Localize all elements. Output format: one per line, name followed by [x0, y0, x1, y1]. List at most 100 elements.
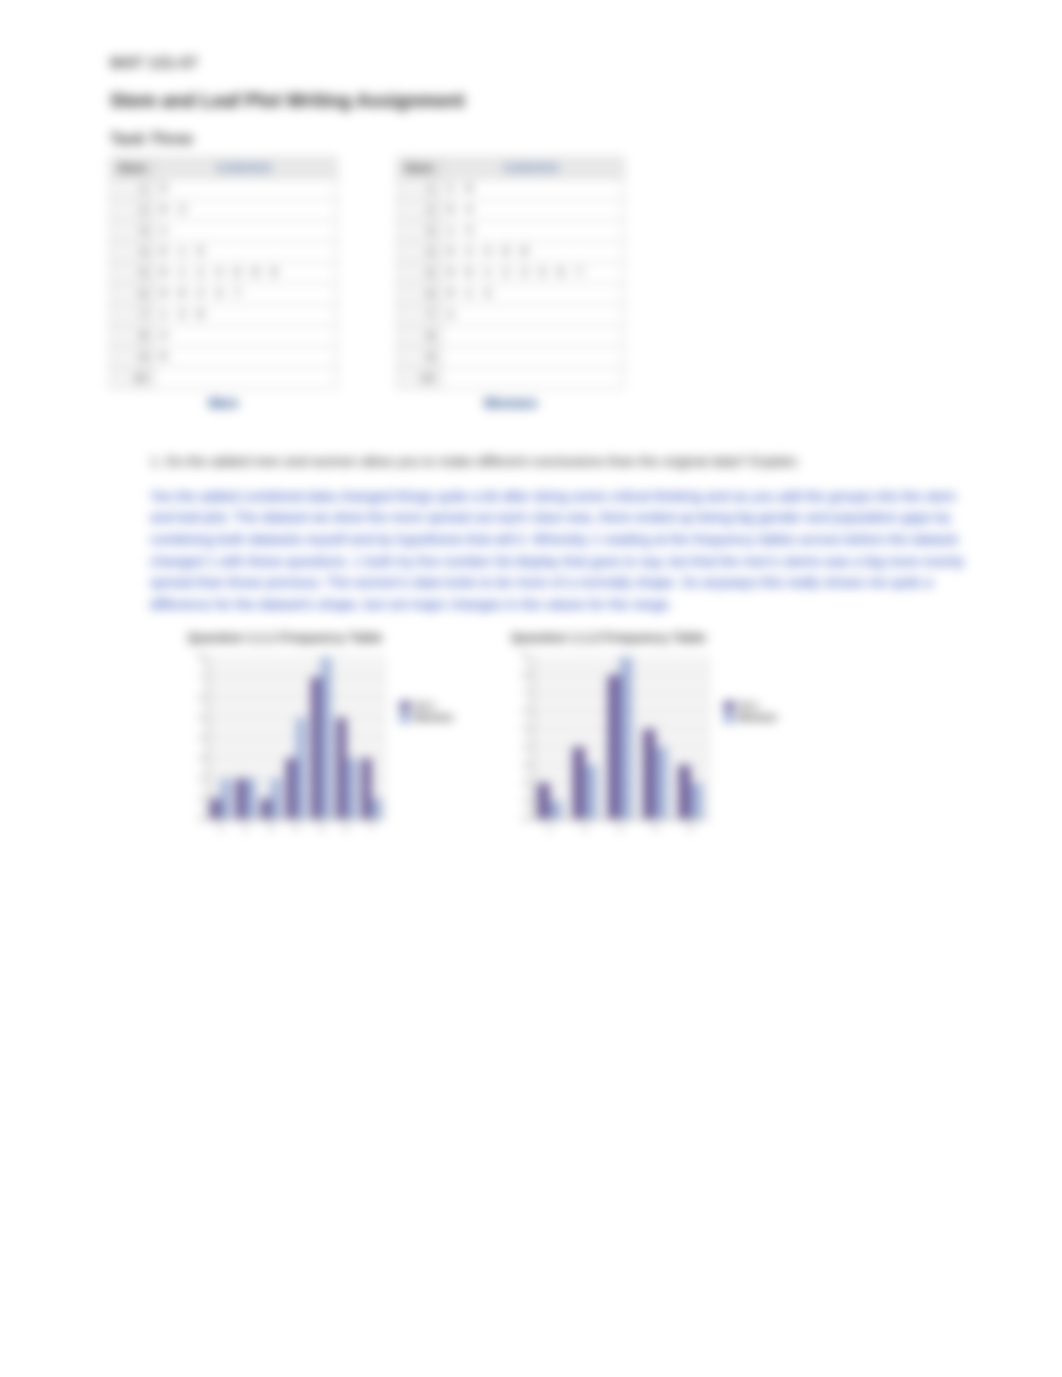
stem-cell: 9	[398, 347, 441, 368]
leaf-cell: 0	[154, 347, 337, 368]
stem-cell: 6	[398, 284, 441, 305]
svg-text:4: 4	[199, 733, 204, 743]
stemleaf-men: Stem Leaves 1520 33140 1 550 1 2 3 6 8 9…	[110, 157, 337, 412]
answer-1: Yes the added combined data changed thin…	[150, 486, 972, 616]
leaf-cell: 5	[154, 179, 337, 200]
table-row: 84	[111, 326, 337, 347]
svg-text:9: 9	[523, 652, 528, 662]
men-caption: Men	[110, 395, 337, 412]
svg-text:0: 0	[523, 814, 528, 824]
table-row: 60 0 2 4 7	[111, 284, 337, 305]
chart-left: 0123456781234567	[180, 651, 390, 841]
svg-text:2: 2	[582, 823, 587, 833]
stemleaf-women: Stem Leaves 12 820 431 340 2 4 6 850 0 1…	[397, 157, 624, 412]
col-leaves-header: Leaves	[154, 158, 337, 179]
leaf-cell: 2	[441, 305, 624, 326]
legend-men: Men	[414, 700, 435, 712]
chart-left-block: Question 1.1.1 Frequency Table 0 1 2 3 4 5 6 7 8…	[180, 630, 454, 846]
assignment-title: Stem and Leaf Plot Writing Assignment	[110, 91, 972, 113]
table-row: 15	[111, 179, 337, 200]
chart-right-title: Question 1.1.2 Frequency Table	[504, 630, 714, 645]
col-stem-header: Stem	[398, 158, 441, 179]
svg-text:6: 6	[523, 706, 528, 716]
page: MAT 131-07 Stem and Leaf Plot Writing As…	[0, 0, 1062, 906]
stem-cell: 1	[111, 179, 154, 200]
question-1: 1. Do the added men and women allow you …	[150, 452, 972, 472]
leaf-cell: 1 3 8	[154, 305, 337, 326]
svg-text:1: 1	[547, 823, 552, 833]
leaf-cell	[441, 326, 624, 347]
table-row: 20 4	[398, 200, 624, 221]
course-code: MAT 131-07	[110, 55, 972, 73]
legend-women: Women	[738, 712, 778, 724]
svg-text:1: 1	[199, 793, 204, 803]
leaf-cell: 0 3	[154, 200, 337, 221]
leaf-cell	[441, 368, 624, 389]
leaf-cell: 0 0 1 2 3 5 6 7	[441, 263, 624, 284]
chart-left-title: Question 1.1.1 Frequency Table	[180, 630, 390, 645]
svg-text:5: 5	[523, 724, 528, 734]
leaf-cell: 2 8	[441, 179, 624, 200]
svg-text:6: 6	[199, 692, 204, 702]
stem-cell: 2	[398, 200, 441, 221]
svg-text:3: 3	[268, 823, 273, 833]
svg-text:5: 5	[319, 823, 324, 833]
chart-right: 012345678912345	[504, 651, 714, 841]
chart-right-legend: Men Women	[724, 700, 778, 724]
legend-men: Men	[738, 700, 759, 712]
leaf-cell: 0 0 2 4 7	[154, 284, 337, 305]
table-row: 31 3	[398, 221, 624, 242]
stem-cell: 6	[111, 284, 154, 305]
svg-text:6: 6	[344, 823, 349, 833]
svg-text:2: 2	[199, 773, 204, 783]
stem-cell: 1	[398, 179, 441, 200]
svg-text:8: 8	[199, 652, 204, 662]
table-row: 10	[111, 368, 337, 389]
table-row: 40 1 5	[111, 242, 337, 263]
table-row: 40 2 4 6 8	[398, 242, 624, 263]
table-row: 71 3 8	[111, 305, 337, 326]
leaf-cell: 0 4	[441, 200, 624, 221]
stem-cell: 5	[111, 263, 154, 284]
svg-text:1: 1	[523, 796, 528, 806]
chart-right-block: Question 1.1.2 Frequency Table 0 1 2 3 4 5 6 7 8…	[504, 630, 778, 846]
col-stem-header: Stem	[111, 158, 154, 179]
question-number: 1.	[150, 453, 162, 469]
svg-text:5: 5	[687, 823, 692, 833]
question-text: Do the added men and women allow you to …	[166, 453, 801, 469]
table-men: Stem Leaves 1520 33140 1 550 1 2 3 6 8 9…	[110, 157, 337, 389]
svg-text:3: 3	[617, 823, 622, 833]
section-heading: Task Three	[110, 131, 972, 149]
table-row: 90	[111, 347, 337, 368]
svg-text:2: 2	[243, 823, 248, 833]
svg-text:2: 2	[523, 778, 528, 788]
svg-text:1: 1	[218, 823, 223, 833]
table-row: 10	[398, 368, 624, 389]
leaf-cell: 4	[154, 326, 337, 347]
svg-text:8: 8	[523, 670, 528, 680]
stem-cell: 4	[111, 242, 154, 263]
svg-text:7: 7	[523, 688, 528, 698]
table-row: 20 3	[111, 200, 337, 221]
svg-text:7: 7	[369, 823, 374, 833]
svg-text:4: 4	[652, 823, 657, 833]
stem-cell: 8	[111, 326, 154, 347]
stem-cell: 9	[111, 347, 154, 368]
leaf-cell: 0 1 4	[441, 284, 624, 305]
legend-women: Women	[414, 712, 454, 724]
stem-cell: 10	[111, 368, 154, 389]
svg-text:5: 5	[199, 712, 204, 722]
stem-cell: 7	[398, 305, 441, 326]
leaf-cell	[441, 347, 624, 368]
stem-cell: 4	[398, 242, 441, 263]
table-row: 9	[398, 347, 624, 368]
stem-cell: 7	[111, 305, 154, 326]
leaf-cell: 0 1 5	[154, 242, 337, 263]
table-row: 50 1 2 3 6 8 9	[111, 263, 337, 284]
svg-text:3: 3	[199, 753, 204, 763]
table-women: Stem Leaves 12 820 431 340 2 4 6 850 0 1…	[397, 157, 624, 389]
stem-cell: 3	[398, 221, 441, 242]
svg-text:0: 0	[199, 814, 204, 824]
table-row: 72	[398, 305, 624, 326]
svg-text:3: 3	[523, 760, 528, 770]
